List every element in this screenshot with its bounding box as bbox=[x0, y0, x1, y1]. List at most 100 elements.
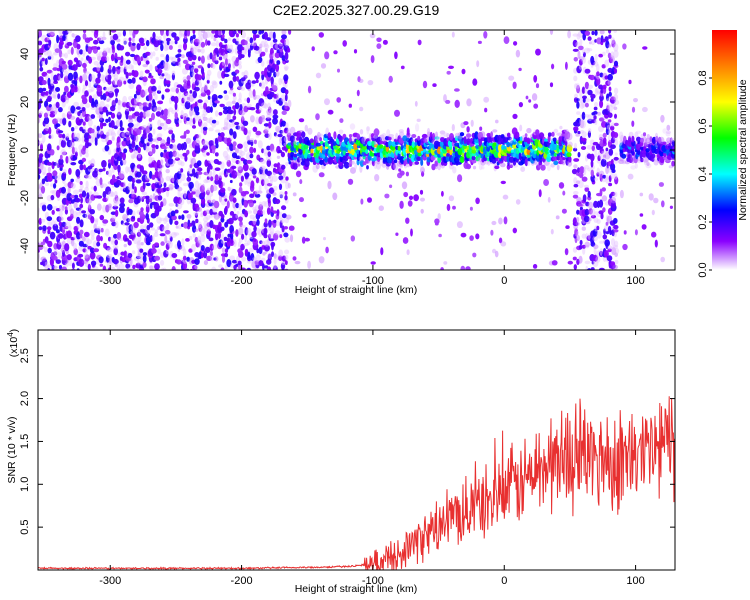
heatmap-cell bbox=[158, 36, 162, 41]
heatmap-cell bbox=[145, 204, 150, 214]
heatmap-cell bbox=[336, 97, 342, 103]
heatmap-cell bbox=[110, 39, 115, 46]
heatmap-cell bbox=[233, 108, 237, 116]
heatmap-cell bbox=[240, 224, 246, 229]
heatmap-cell bbox=[244, 172, 250, 178]
heatmap-cell bbox=[220, 214, 225, 219]
heatmap-cell bbox=[48, 89, 52, 95]
heatmap-cell bbox=[100, 74, 105, 82]
spectrogram-x-label: Height of straight line (km) bbox=[295, 284, 418, 296]
heatmap-cell bbox=[55, 259, 61, 264]
heatmap-cell bbox=[556, 154, 561, 161]
heatmap-cell bbox=[190, 197, 197, 204]
heatmap-cell bbox=[258, 185, 262, 193]
heatmap-cell bbox=[81, 129, 86, 134]
heatmap-cell bbox=[590, 267, 595, 270]
heatmap-cell bbox=[91, 136, 95, 143]
heatmap-cell bbox=[631, 135, 635, 143]
heatmap-cell bbox=[206, 89, 211, 96]
heatmap-cell bbox=[486, 132, 492, 138]
heatmap-cell bbox=[446, 153, 450, 157]
heatmap-cell bbox=[303, 144, 309, 150]
heatmap-cell bbox=[160, 43, 164, 52]
heatmap-cell bbox=[605, 121, 610, 129]
heatmap-cell bbox=[49, 149, 55, 156]
heatmap-cell bbox=[639, 213, 644, 217]
heatmap-cell bbox=[56, 67, 61, 72]
heatmap-cell bbox=[136, 102, 143, 107]
heatmap-cell bbox=[259, 173, 266, 181]
heatmap-cell bbox=[264, 133, 270, 139]
heatmap-cell bbox=[55, 123, 61, 128]
heatmap-cell bbox=[495, 119, 499, 124]
heatmap-cell bbox=[156, 90, 162, 94]
heatmap-cell bbox=[282, 169, 286, 178]
heatmap-cell bbox=[263, 41, 269, 48]
heatmap-cell bbox=[261, 73, 265, 81]
heatmap-cell bbox=[228, 217, 234, 225]
heatmap-cell bbox=[613, 229, 619, 233]
heatmap-cell bbox=[536, 164, 541, 171]
heatmap-cell bbox=[139, 165, 144, 173]
heatmap-cell bbox=[211, 30, 216, 34]
heatmap-cell bbox=[358, 78, 364, 83]
heatmap-cell bbox=[52, 90, 57, 98]
heatmap-cell bbox=[168, 56, 174, 60]
heatmap-cell bbox=[393, 159, 398, 164]
heatmap-cell bbox=[148, 155, 153, 165]
heatmap-cell bbox=[235, 160, 240, 165]
heatmap-cell bbox=[667, 145, 673, 149]
heatmap-cell bbox=[278, 42, 283, 47]
heatmap-cell bbox=[235, 202, 240, 209]
heatmap-cell bbox=[264, 244, 270, 252]
heatmap-cell bbox=[220, 226, 225, 232]
heatmap-cell bbox=[434, 160, 439, 167]
heatmap-cell bbox=[42, 172, 46, 176]
heatmap-cell bbox=[43, 116, 50, 125]
heatmap-cell bbox=[214, 174, 219, 182]
heatmap-cell bbox=[208, 159, 214, 164]
heatmap-cell bbox=[614, 113, 617, 119]
heatmap-cell bbox=[131, 177, 136, 183]
heatmap-cell bbox=[246, 135, 250, 142]
heatmap-cell bbox=[160, 40, 164, 44]
heatmap-cell bbox=[426, 156, 431, 163]
spectrogram-x-ticks: -300 -200 -100 0 100 bbox=[99, 30, 645, 287]
heatmap-cell bbox=[60, 149, 67, 156]
heatmap-cell bbox=[573, 177, 578, 185]
heatmap-cell bbox=[304, 237, 310, 242]
heatmap-cell bbox=[177, 143, 182, 151]
heatmap-cell bbox=[175, 225, 179, 229]
heatmap-cell bbox=[379, 140, 384, 145]
heatmap-cell bbox=[105, 245, 111, 251]
heatmap-cell bbox=[197, 56, 201, 62]
heatmap-cell bbox=[120, 55, 124, 63]
heatmap-cell bbox=[299, 179, 303, 185]
heatmap-cell bbox=[144, 178, 150, 183]
heatmap-cell bbox=[634, 229, 638, 236]
heatmap-cell bbox=[422, 80, 428, 89]
heatmap-cell bbox=[54, 179, 58, 184]
heatmap-cell bbox=[96, 203, 102, 211]
heatmap-cell bbox=[40, 202, 47, 206]
heatmap-cell bbox=[98, 256, 104, 264]
heatmap-cell bbox=[220, 267, 225, 270]
heatmap-cell bbox=[79, 118, 84, 123]
heatmap-cell bbox=[142, 111, 147, 119]
heatmap-cell bbox=[512, 227, 517, 234]
heatmap-cell bbox=[249, 193, 255, 199]
heatmap-cell bbox=[206, 118, 212, 124]
heatmap-cell bbox=[38, 217, 42, 225]
heatmap-cell bbox=[123, 148, 128, 154]
heatmap-cell bbox=[148, 151, 153, 157]
heatmap-cell bbox=[93, 61, 99, 66]
heatmap-cell bbox=[111, 99, 117, 106]
heatmap-cell bbox=[302, 213, 307, 218]
heatmap-cell bbox=[475, 155, 481, 162]
heatmap-cell bbox=[256, 227, 261, 235]
heatmap-cell bbox=[253, 147, 257, 153]
heatmap-cell bbox=[349, 158, 353, 167]
heatmap-cell bbox=[558, 182, 565, 189]
heatmap-cell bbox=[149, 265, 154, 270]
heatmap-cell bbox=[594, 88, 598, 96]
